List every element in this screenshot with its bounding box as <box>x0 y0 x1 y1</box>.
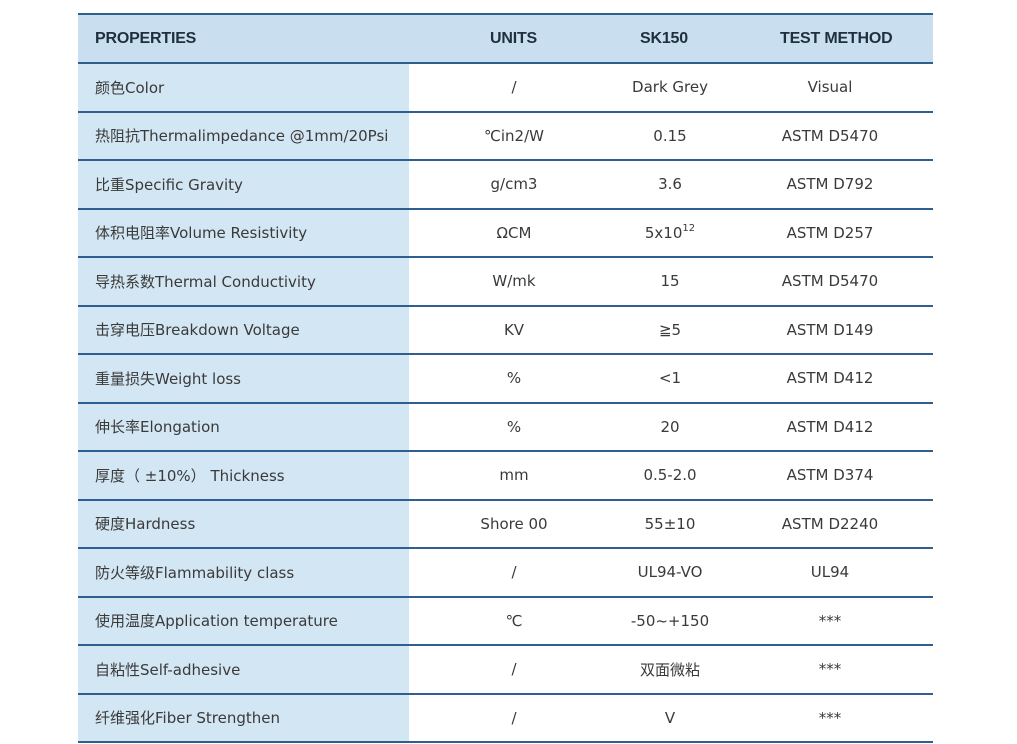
header-test-method: TEST METHOD <box>780 30 893 47</box>
property-name: 比重Specific Gravity <box>78 161 409 208</box>
table-row: 比重Specific Gravity g/cm3 3.6 ASTM D792 <box>78 161 933 210</box>
units-cell: % <box>506 417 522 436</box>
test-method-cell: ASTM D149 <box>786 320 874 339</box>
property-name: 重量损失Weight loss <box>78 355 409 402</box>
value-base: 5x10 <box>644 223 683 242</box>
property-name: 热阻抗Thermalimpedance @1mm/20Psi <box>78 112 409 159</box>
test-method-cell: ASTM D5470 <box>781 126 879 145</box>
value-exponent: 12 <box>682 223 696 235</box>
value-cell: 双面微粘 <box>639 660 700 679</box>
property-name: 自粘性Self-adhesive <box>78 646 409 693</box>
test-method-cell: ASTM D257 <box>786 223 874 242</box>
value-cell: <1 <box>658 369 682 388</box>
units-cell: W/mk <box>492 272 536 291</box>
value-cell: 0.15 <box>653 126 687 145</box>
units-cell: / <box>511 660 517 679</box>
units-cell: ℃in2/W <box>484 126 544 145</box>
table-row: 纤维强化Fiber Strengthen / V *** <box>78 694 933 743</box>
table-row: 伸长率Elongation % 20 ASTM D412 <box>78 403 933 452</box>
header-properties: PROPERTIES <box>95 30 197 47</box>
units-cell: g/cm3 <box>490 175 538 194</box>
property-name: 体积电阻率Volume Resistivity <box>78 209 409 256</box>
test-method-cell: *** <box>818 708 842 727</box>
value-cell: 5x10 12 <box>594 210 746 257</box>
table-row: 重量损失Weight loss % <1 ASTM D412 <box>78 355 933 404</box>
value-cell: 55±10 <box>644 514 696 533</box>
test-method-cell: ASTM D2240 <box>781 514 879 533</box>
table-row: 防火等级Flammability class / UL94-VO UL94 <box>78 549 933 598</box>
units-cell: ΩCM <box>496 223 532 242</box>
property-name: 伸长率Elongation <box>78 403 409 450</box>
test-method-cell: *** <box>818 611 842 630</box>
test-method-cell: ASTM D412 <box>786 369 874 388</box>
property-name: 颜色Color <box>78 64 409 111</box>
test-method-cell: UL94 <box>810 563 850 582</box>
test-method-cell: *** <box>818 660 842 679</box>
value-cell: 15 <box>660 272 680 291</box>
value-cell: 0.5-2.0 <box>643 466 697 485</box>
test-method-cell: ASTM D412 <box>786 417 874 436</box>
units-cell: / <box>511 708 517 727</box>
header-sk150: SK150 <box>640 30 688 47</box>
test-method-cell: Visual <box>807 78 853 97</box>
table-row: 自粘性Self-adhesive / 双面微粘 *** <box>78 646 933 695</box>
table-row: 击穿电压Breakdown Voltage KV ≧5 ASTM D149 <box>78 306 933 355</box>
value-cell: ≧5 <box>658 320 682 339</box>
value-cell: -50~+150 <box>630 611 710 630</box>
header-units: UNITS <box>490 30 538 47</box>
value-cell: UL94-VO <box>637 563 703 582</box>
units-cell: ℃ <box>505 611 523 630</box>
units-cell: Shore 00 <box>480 514 548 533</box>
property-name: 硬度Hardness <box>78 500 409 547</box>
table-row: 热阻抗Thermalimpedance @1mm/20Psi ℃in2/W 0.… <box>78 112 933 161</box>
property-name: 导热系数Thermal Conductivity <box>78 258 409 305</box>
value-cell: V <box>664 708 676 727</box>
units-cell: / <box>511 563 517 582</box>
spec-table: PROPERTIES UNITS SK150 TEST METHOD 颜色Col… <box>78 13 933 743</box>
table-header: PROPERTIES UNITS SK150 TEST METHOD <box>78 15 933 64</box>
table-row: 体积电阻率Volume Resistivity ΩCM 5x10 12 ASTM … <box>78 209 933 258</box>
test-method-cell: ASTM D792 <box>786 175 874 194</box>
table-row: 使用温度Application temperature ℃ -50~+150 *… <box>78 597 933 646</box>
units-cell: KV <box>503 320 525 339</box>
table-row: 导热系数Thermal Conductivity W/mk 15 ASTM D5… <box>78 258 933 307</box>
property-name: 击穿电压Breakdown Voltage <box>78 306 409 353</box>
property-name: 使用温度Application temperature <box>78 597 409 644</box>
units-cell: % <box>506 369 522 388</box>
property-name: 防火等级Flammability class <box>78 549 409 596</box>
table-row: 颜色Color / Dark Grey Visual <box>78 64 933 113</box>
test-method-cell: ASTM D5470 <box>781 272 879 291</box>
value-cell: 3.6 <box>658 175 682 194</box>
test-method-cell: ASTM D374 <box>786 466 874 485</box>
value-cell: Dark Grey <box>632 78 708 97</box>
value-cell: 20 <box>660 417 680 436</box>
table-row: 厚度（ ±10%） Thickness mm 0.5-2.0 ASTM D374 <box>78 452 933 501</box>
property-name: 纤维强化Fiber Strengthen <box>78 694 409 741</box>
units-cell: / <box>511 78 517 97</box>
table-row: 硬度Hardness Shore 00 55±10 ASTM D2240 <box>78 500 933 549</box>
units-cell: mm <box>499 466 529 485</box>
property-name: 厚度（ ±10%） Thickness <box>78 452 409 499</box>
